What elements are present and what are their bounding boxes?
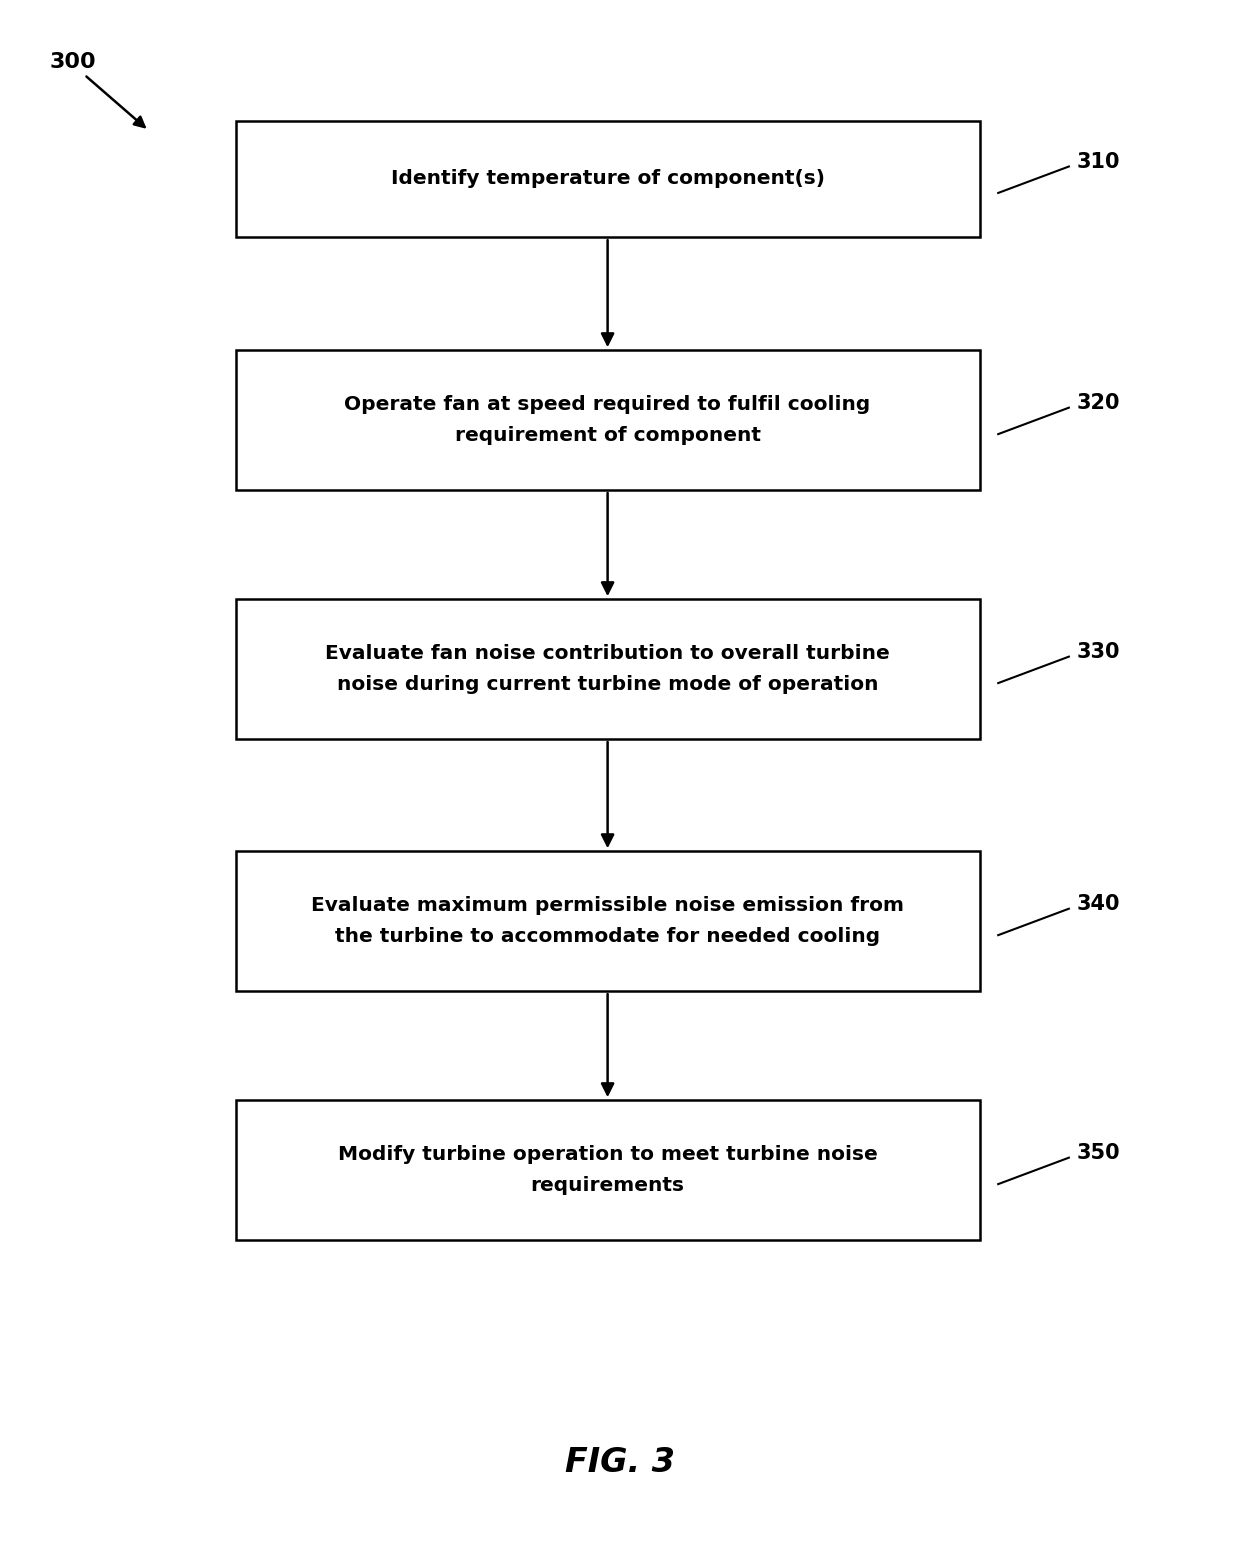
Text: 350: 350 xyxy=(1076,1144,1120,1162)
FancyBboxPatch shape xyxy=(236,1100,980,1240)
FancyBboxPatch shape xyxy=(236,121,980,238)
Text: Operate fan at speed required to fulfil cooling
requirement of component: Operate fan at speed required to fulfil … xyxy=(345,395,870,445)
Text: 320: 320 xyxy=(1076,394,1120,412)
Text: Identify temperature of component(s): Identify temperature of component(s) xyxy=(391,170,825,188)
Text: Evaluate fan noise contribution to overall turbine
noise during current turbine : Evaluate fan noise contribution to overa… xyxy=(325,644,890,694)
Text: FIG. 3: FIG. 3 xyxy=(565,1446,675,1480)
Text: 340: 340 xyxy=(1076,895,1120,913)
Text: Evaluate maximum permissible noise emission from
the turbine to accommodate for : Evaluate maximum permissible noise emiss… xyxy=(311,896,904,946)
Text: 330: 330 xyxy=(1076,643,1120,661)
FancyBboxPatch shape xyxy=(236,350,980,490)
Text: Modify turbine operation to meet turbine noise
requirements: Modify turbine operation to meet turbine… xyxy=(337,1145,878,1195)
Text: 300: 300 xyxy=(50,53,97,72)
Text: 310: 310 xyxy=(1076,152,1120,171)
FancyBboxPatch shape xyxy=(236,599,980,739)
FancyBboxPatch shape xyxy=(236,851,980,991)
